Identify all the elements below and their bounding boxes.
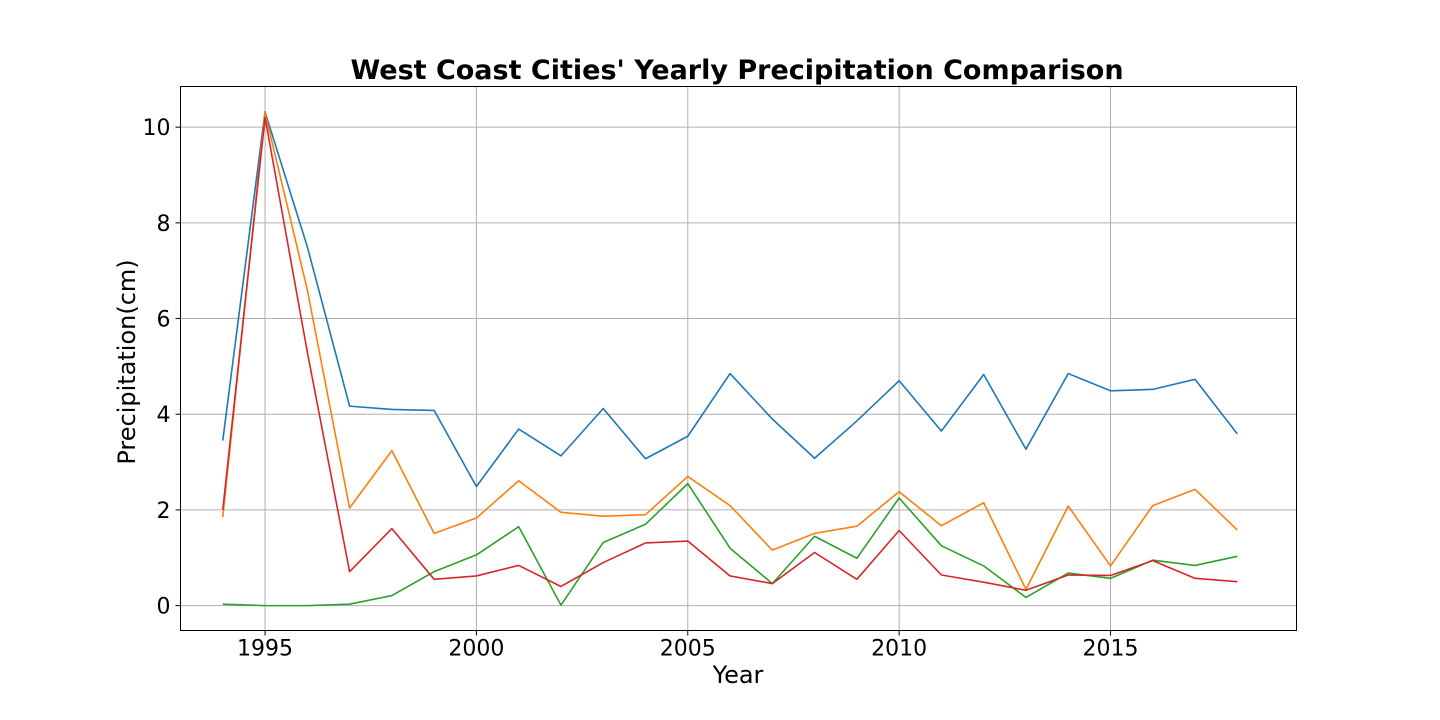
y-tick-label: 4: [157, 403, 171, 428]
series-line-2: [221, 112, 1238, 591]
chart-title: West Coast Cities' Yearly Precipitation …: [350, 55, 1123, 86]
y-tick-label: 6: [157, 308, 171, 333]
series-group: [221, 111, 1238, 607]
grid: [180, 86, 1297, 631]
series-line-1: [221, 111, 1238, 488]
y-axis-label: Precipitation(cm): [113, 259, 141, 464]
y-tick-label: 10: [143, 116, 171, 141]
y-tick-label: 2: [157, 499, 171, 524]
x-tick-label: 2000: [448, 637, 504, 662]
y-tick-label: 8: [157, 212, 171, 237]
x-axis-label: Year: [712, 661, 764, 689]
x-tick-label: 2005: [660, 637, 716, 662]
y-tick-label: 0: [157, 595, 171, 620]
x-tick-label: 2010: [871, 637, 927, 662]
ticks: 1995 2000 2005 2010 2015 0 2 4 6 8 10: [143, 116, 1139, 661]
x-tick-label: 1995: [237, 637, 293, 662]
series-line-3: [222, 482, 1238, 607]
x-tick-label: 2015: [1083, 637, 1139, 662]
plot-frame: [180, 86, 1297, 631]
series-line-4: [221, 116, 1238, 592]
